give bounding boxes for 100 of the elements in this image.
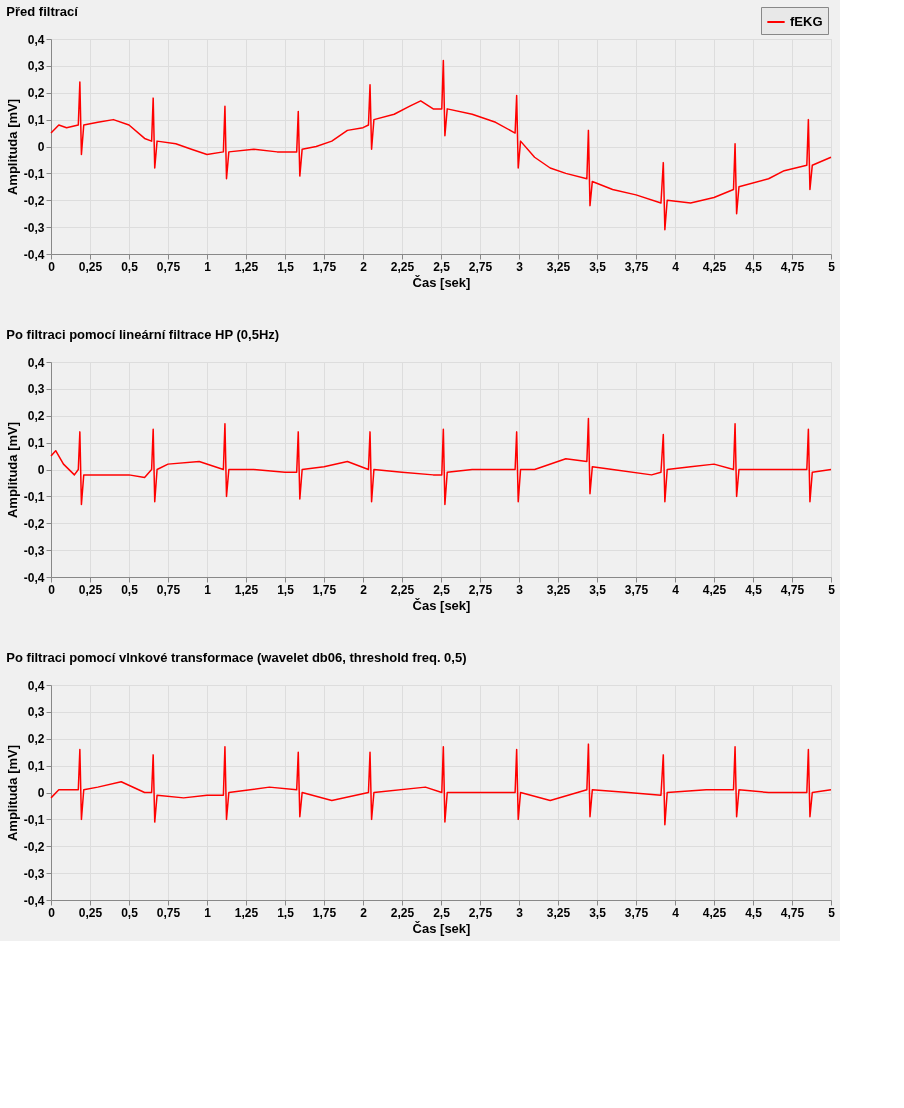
chart-title: Po filtraci pomocí lineární filtrace HP (0,5Hz) xyxy=(6,327,280,342)
x-tick-label: 3,25 xyxy=(546,259,571,274)
x-tick-label: 2,75 xyxy=(468,582,493,597)
y-tick-label: 0 xyxy=(37,786,45,800)
y-tick-label: -0,2 xyxy=(23,193,45,208)
x-tick-label: 4,25 xyxy=(702,259,727,274)
y-tick-label: 0,3 xyxy=(27,705,45,720)
x-tick-label: 4,75 xyxy=(780,905,805,920)
y-tick-label: -0,3 xyxy=(23,543,45,558)
y-tick-label: -0,4 xyxy=(23,247,45,262)
y-tick-label: -0,4 xyxy=(23,570,45,585)
y-tick-label: 0,1 xyxy=(27,436,45,451)
x-axis-title: Čas [sek] xyxy=(412,597,471,613)
x-tick-label: 4,25 xyxy=(702,905,727,920)
x-tick-label: 3,75 xyxy=(624,905,649,920)
chart-title: Před filtrací xyxy=(6,4,79,19)
y-tick-label: -0,3 xyxy=(23,866,45,881)
chart-title: Po filtraci pomocí vlnkové transformace (wavelet db06, threshold freq. 0,5) xyxy=(6,650,467,665)
y-tick-label: 0 xyxy=(37,463,45,477)
x-tick-label: 3 xyxy=(516,259,524,274)
x-tick-label: 2,5 xyxy=(433,582,451,597)
x-tick-label: 4,5 xyxy=(745,259,763,274)
x-tick-label: 1,5 xyxy=(277,259,295,274)
x-tick-label: 0,5 xyxy=(121,582,139,597)
y-tick-label: 0,1 xyxy=(27,759,45,774)
y-axis-title: Amplituda [mV] xyxy=(4,421,20,519)
x-tick-label: 3 xyxy=(516,582,524,597)
x-tick-label: 4 xyxy=(672,582,680,597)
x-tick-label: 1,75 xyxy=(312,905,337,920)
x-tick-label: 1 xyxy=(204,259,212,274)
y-tick-label: 0 xyxy=(37,140,45,154)
x-tick-label: 5 xyxy=(828,259,836,274)
x-tick-label: 1,25 xyxy=(234,905,259,920)
x-tick-label: 3,5 xyxy=(589,259,607,274)
y-tick-label: 0,2 xyxy=(27,732,45,747)
x-tick-label: 2,75 xyxy=(468,905,493,920)
x-tick-label: 4 xyxy=(672,259,680,274)
line-series xyxy=(50,59,832,231)
y-tick-label: -0,1 xyxy=(23,489,45,504)
y-tick-label: 0,3 xyxy=(27,59,45,74)
x-tick-label: 3,75 xyxy=(624,582,649,597)
y-tick-label: 0,1 xyxy=(27,113,45,128)
x-tick-label: 0,75 xyxy=(156,259,181,274)
x-tick-label: 0,75 xyxy=(156,582,181,597)
y-tick-label: 0,4 xyxy=(27,678,45,693)
x-tick-label: 1,5 xyxy=(277,905,295,920)
x-tick-label: 3,75 xyxy=(624,259,649,274)
y-tick-label: -0,3 xyxy=(23,220,45,235)
x-tick-label: 4,5 xyxy=(745,582,763,597)
x-tick-label: 4,25 xyxy=(702,582,727,597)
line-series xyxy=(50,417,832,506)
x-tick-label: 0 xyxy=(48,259,56,274)
x-axis-title: Čas [sek] xyxy=(412,920,471,936)
x-tick-label: 0,5 xyxy=(121,259,139,274)
x-tick-label: 4,75 xyxy=(780,259,805,274)
x-tick-label: 2 xyxy=(360,905,368,920)
x-tick-label: 3 xyxy=(516,905,524,920)
x-tick-label: 2,5 xyxy=(433,259,451,274)
x-tick-label: 0,25 xyxy=(78,905,103,920)
x-tick-label: 1,25 xyxy=(234,582,259,597)
y-tick-label: 0,3 xyxy=(27,382,45,397)
x-tick-label: 1 xyxy=(204,582,212,597)
x-tick-label: 0 xyxy=(48,905,56,920)
x-tick-label: 4,5 xyxy=(745,905,763,920)
y-tick-label: -0,1 xyxy=(23,812,45,827)
x-tick-label: 1 xyxy=(204,905,212,920)
y-axis-title: Amplituda [mV] xyxy=(4,98,20,196)
x-axis-title: Čas [sek] xyxy=(412,274,471,290)
x-tick-label: 2 xyxy=(360,582,368,597)
x-tick-label: 5 xyxy=(828,582,836,597)
x-tick-label: 3,5 xyxy=(589,582,607,597)
x-tick-label: 2,75 xyxy=(468,259,493,274)
x-tick-label: 0 xyxy=(48,582,56,597)
y-tick-label: -0,2 xyxy=(23,516,45,531)
x-tick-label: 2,25 xyxy=(390,259,415,274)
x-tick-label: 3,5 xyxy=(589,905,607,920)
x-tick-label: 1,25 xyxy=(234,259,259,274)
x-tick-label: 0,25 xyxy=(78,259,103,274)
x-tick-label: 3,25 xyxy=(546,582,571,597)
line-series xyxy=(50,743,832,826)
x-tick-label: 1,75 xyxy=(312,582,337,597)
x-tick-label: 0,25 xyxy=(78,582,103,597)
x-tick-label: 2,5 xyxy=(433,905,451,920)
x-tick-label: 4 xyxy=(672,905,680,920)
y-tick-label: 0,2 xyxy=(27,409,45,424)
x-tick-label: 0,5 xyxy=(121,905,139,920)
y-tick-label: -0,1 xyxy=(23,166,45,181)
x-tick-label: 1,75 xyxy=(312,259,337,274)
y-tick-label: -0,2 xyxy=(23,839,45,854)
y-tick-label: -0,4 xyxy=(23,893,45,908)
y-axis-title: Amplituda [mV] xyxy=(4,744,20,842)
x-tick-label: 2,25 xyxy=(390,582,415,597)
y-tick-label: 0,4 xyxy=(27,355,45,370)
y-tick-label: 0,4 xyxy=(27,32,45,47)
x-tick-label: 2 xyxy=(360,259,368,274)
x-tick-label: 2,25 xyxy=(390,905,415,920)
x-tick-label: 5 xyxy=(828,905,836,920)
y-tick-label: 0,2 xyxy=(27,86,45,101)
x-tick-label: 0,75 xyxy=(156,905,181,920)
x-tick-label: 3,25 xyxy=(546,905,571,920)
